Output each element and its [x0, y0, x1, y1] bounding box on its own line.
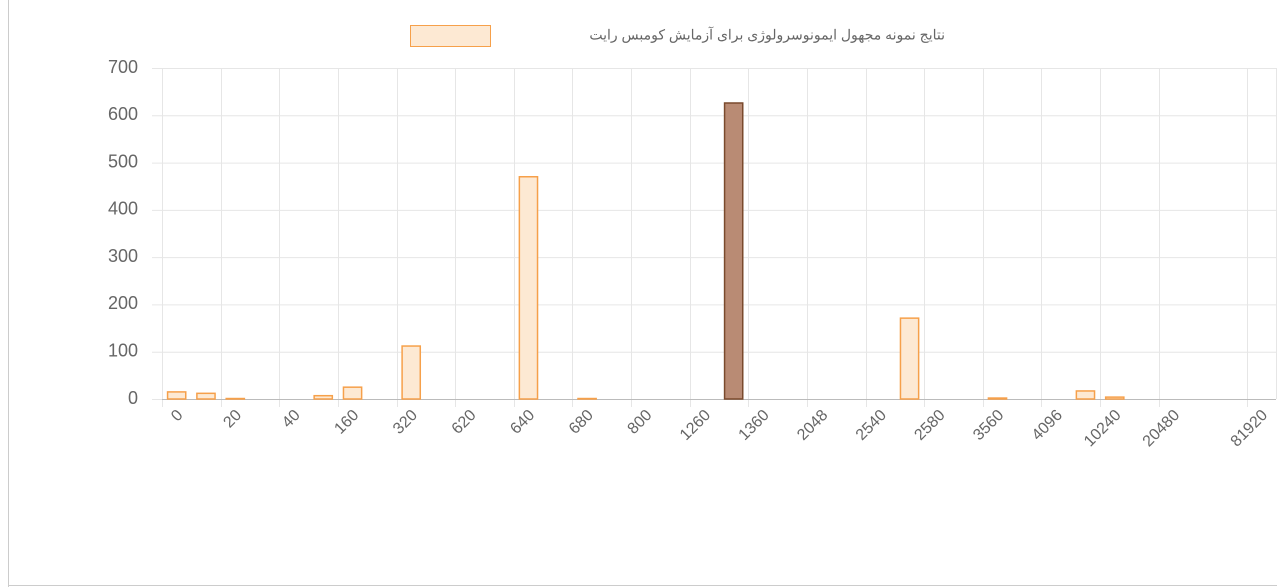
y-tick-label: 500 — [108, 151, 138, 171]
bar — [196, 392, 216, 400]
bar — [899, 317, 920, 400]
x-tick-label: 2540 — [853, 407, 890, 444]
x-tick-label: 3560 — [970, 407, 1007, 444]
x-tick-label: 40 — [279, 407, 304, 432]
bar — [1075, 390, 1096, 400]
y-tick-label: 0 — [128, 388, 138, 408]
x-tick-label: 4096 — [1029, 407, 1066, 444]
legend-swatch — [410, 25, 491, 47]
x-tick-label: 320 — [390, 407, 421, 438]
x-tick-label: 640 — [507, 407, 538, 438]
x-tick-label: 1260 — [677, 407, 714, 444]
x-tick-label: 160 — [331, 407, 362, 438]
y-tick-label: 200 — [108, 293, 138, 313]
x-tick-label: 10240 — [1081, 407, 1125, 451]
x-tick-label: 1360 — [736, 407, 773, 444]
y-tick-label: 700 — [108, 57, 138, 77]
bar — [518, 176, 539, 400]
x-tick-label: 2580 — [911, 407, 948, 444]
x-tick-label: 2048 — [794, 407, 831, 444]
x-tick-label: 20 — [220, 407, 245, 432]
x-tick-label: 680 — [566, 407, 597, 438]
y-tick-label: 300 — [108, 246, 138, 266]
y-tick-label: 400 — [108, 199, 138, 219]
bar — [166, 391, 187, 400]
x-tick-label: 81920 — [1228, 407, 1272, 451]
bar — [401, 345, 422, 400]
x-tick-label: 0 — [168, 407, 186, 425]
bar — [313, 394, 334, 400]
y-tick-label: 600 — [108, 104, 138, 124]
legend-label: نتایج نمونه مجهول ایمونوسرولوژی برای آزم… — [589, 26, 945, 44]
bar — [342, 386, 363, 400]
x-tick-label: 800 — [625, 407, 656, 438]
bar — [1104, 396, 1125, 400]
x-tick-label: 20480 — [1140, 407, 1184, 451]
y-tick-label: 100 — [108, 340, 138, 360]
bar — [987, 397, 1008, 400]
x-tick-label: 620 — [449, 407, 480, 438]
bar — [723, 102, 744, 400]
